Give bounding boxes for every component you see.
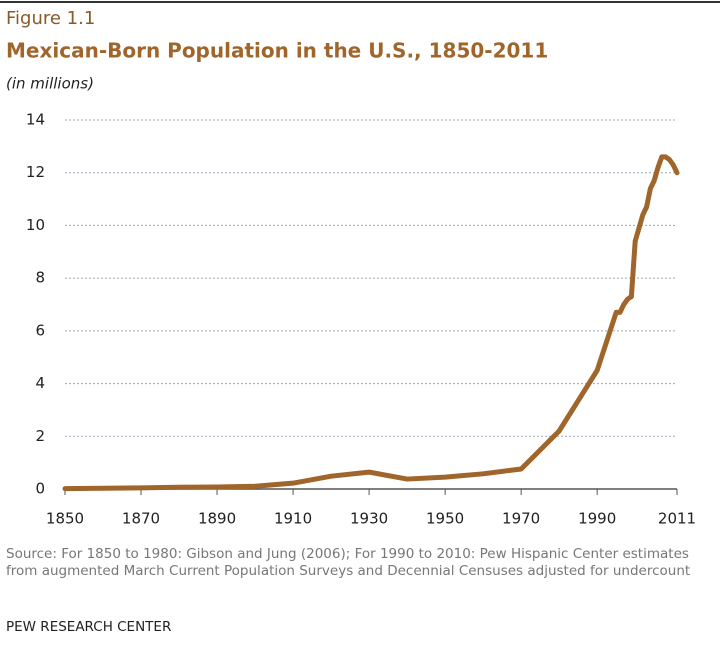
chart-subtitle: (in millions) (6, 75, 94, 93)
credit: PEW RESEARCH CENTER (6, 619, 172, 635)
x-tick-label: 1850 (46, 510, 84, 528)
y-tick-label: 0 (35, 480, 45, 498)
source-note: Source: For 1850 to 1980: Gibson and Jun… (6, 546, 691, 579)
x-tick-label: 1910 (274, 510, 312, 528)
y-tick-label: 12 (26, 163, 45, 181)
y-tick-label: 6 (35, 321, 45, 339)
y-tick-label: 8 (35, 269, 45, 287)
y-tick-label: 14 (26, 111, 45, 129)
y-tick-label: 4 (35, 374, 45, 392)
x-tick-label: 1990 (578, 510, 616, 528)
x-tick-label: 1930 (350, 510, 388, 528)
y-tick-label: 10 (26, 216, 45, 234)
x-tick-label: 1970 (502, 510, 540, 528)
x-tick-label: 1950 (426, 510, 464, 528)
x-tick-label: 1890 (198, 510, 236, 528)
x-tick-label: 2011 (658, 510, 696, 528)
figure-label: Figure 1.1 (6, 8, 95, 29)
x-tick-label: 1870 (122, 510, 160, 528)
chart: Figure 1.1 Mexican-Born Population in th… (0, 1, 720, 528)
data-line (62, 154, 680, 492)
y-tick-label: 2 (35, 427, 45, 445)
chart-title: Mexican-Born Population in the U.S., 185… (6, 39, 548, 63)
